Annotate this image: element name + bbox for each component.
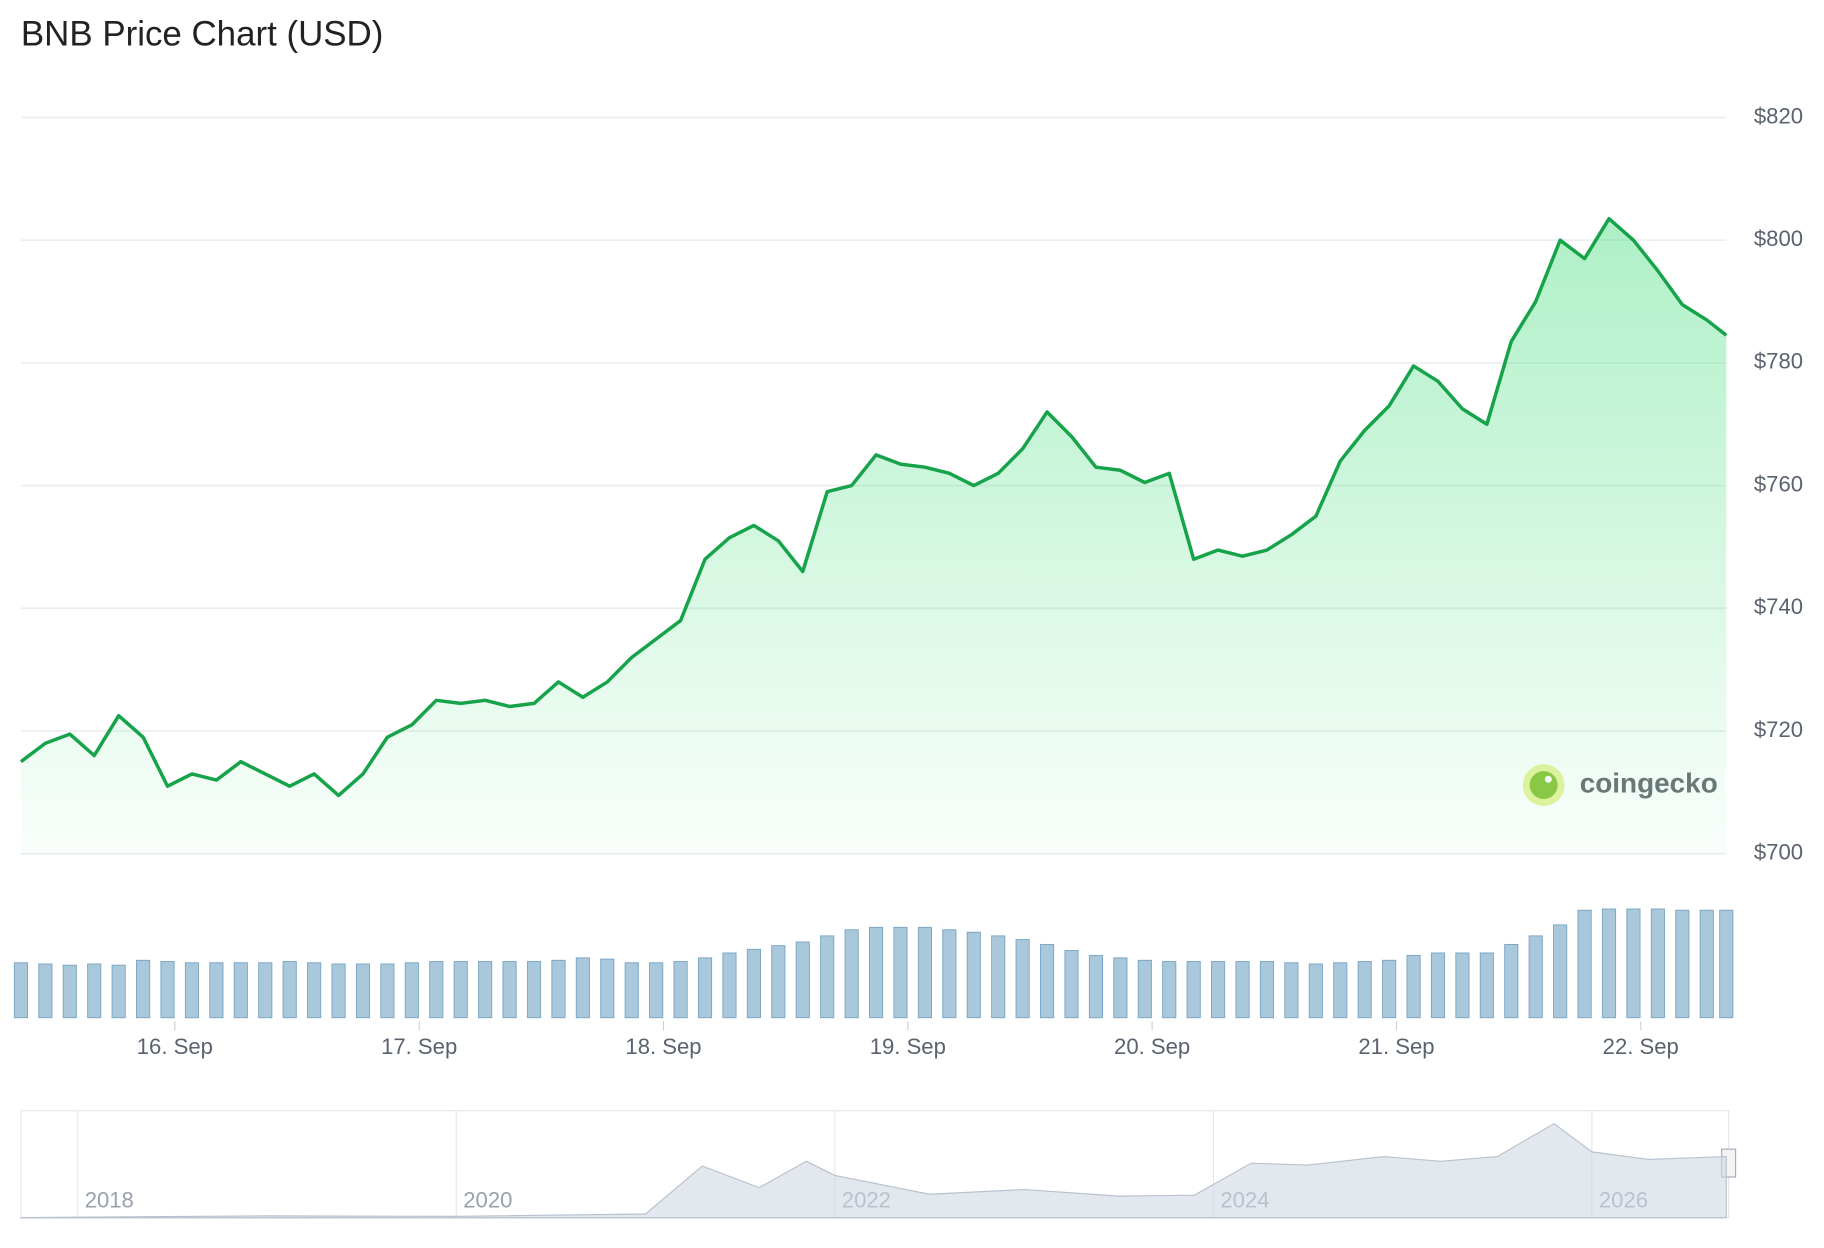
volume-bar [795,941,810,1019]
x-tick-label: 22. Sep [1603,1034,1679,1059]
volume-bar [1186,961,1201,1019]
navigator-tick-label: 2018 [85,1187,134,1212]
volume-bar [820,935,835,1019]
volume-bar [942,929,957,1019]
x-tick-label: 16. Sep [137,1034,213,1059]
volume-bar [746,948,761,1019]
volume-bar [771,945,786,1019]
x-tick-label: 21. Sep [1358,1034,1434,1059]
volume-bar [1553,924,1568,1019]
volume-bar [1504,943,1519,1019]
chart-title: BNB Price Chart (USD) [21,14,383,53]
volume-bar [600,958,615,1019]
volume-bar [1040,943,1055,1019]
volume-bar [1333,962,1348,1019]
volume-bar [13,962,29,1019]
volume-bar [1088,954,1104,1019]
volume-bar [429,961,444,1019]
volume-bar [1479,952,1494,1019]
volume-bar [1211,961,1226,1019]
volume-bar [502,961,517,1019]
volume-bar [722,952,737,1019]
volume-bar [991,935,1006,1019]
volume-bar [453,961,468,1019]
y-tick-label: $760 [1754,471,1803,496]
volume-bar [209,962,224,1019]
volume-bar [844,929,859,1019]
volume-bar [111,964,126,1019]
volume-bar [1113,957,1128,1019]
volume-bar [1455,952,1470,1019]
volume-bar [1650,908,1665,1019]
price-area [20,218,1727,854]
volume-bar [526,961,542,1019]
volume-bar [917,926,932,1019]
volume-bar [1577,909,1592,1019]
volume-bar [233,962,248,1019]
volume-bar [1719,909,1734,1019]
volume-bar [1528,935,1543,1019]
volume-bar [38,963,53,1019]
volume-bar [160,961,175,1019]
y-tick-label: $700 [1754,840,1803,865]
volume-bar [307,962,322,1019]
volume-bar [1430,952,1446,1019]
volume-bar [87,963,102,1019]
volume-bar [1308,963,1323,1019]
volume-bar [380,963,395,1019]
x-tick-label: 20. Sep [1114,1034,1190,1059]
volume-bar [1284,962,1299,1019]
volume-bar [1601,908,1617,1019]
y-tick-label: $800 [1754,226,1803,251]
y-tick-label: $720 [1754,717,1803,742]
volume-bar [478,961,493,1019]
volume-bar [1259,961,1275,1019]
volume-bar [1675,909,1690,1019]
volume-bar [184,962,200,1019]
volume-bar [1626,908,1641,1019]
volume-bar [1064,950,1079,1019]
volume-bar [673,961,688,1019]
volume-bar [1162,961,1177,1019]
volume-bar [575,957,590,1019]
volume-bar [1699,909,1714,1019]
y-tick-label: $740 [1754,594,1803,619]
volume-bar [1406,954,1421,1019]
x-tick-label: 18. Sep [625,1034,701,1059]
volume-bar [282,961,297,1019]
volume-bar [624,962,639,1019]
volume-bar [893,926,908,1019]
navigator-tick-label: 2020 [463,1187,512,1212]
volume-bar [649,962,664,1019]
price-line [19,216,1728,798]
y-tick-label: $820 [1754,103,1803,128]
y-tick-label: $780 [1754,349,1803,374]
volume-bar [331,963,346,1019]
volume-bar [868,926,884,1019]
volume-bar [404,962,419,1019]
volume-bar [62,964,77,1019]
volume-bar [1382,959,1397,1019]
volume-bar [136,959,151,1019]
x-tick-label: 19. Sep [870,1034,946,1059]
volume-bar [1015,939,1030,1019]
volume-bar [1137,959,1152,1019]
volume-bar [355,963,371,1019]
volume-bar [697,957,713,1019]
volume-bar [258,962,273,1019]
volume-bar [1235,961,1250,1019]
volume-bar [1357,961,1372,1019]
volume-bar [551,959,566,1019]
x-tick-label: 17. Sep [381,1034,457,1059]
volume-bar [966,931,981,1019]
navigator-area [20,1122,1727,1219]
